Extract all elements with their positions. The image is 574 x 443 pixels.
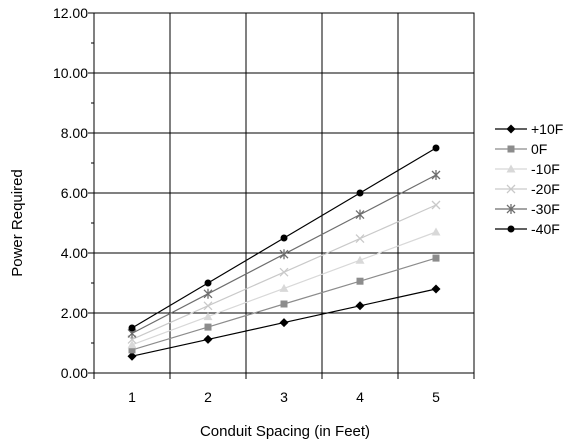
y-tick-label: 4.00 [61, 245, 88, 261]
legend-item: 0F [495, 141, 547, 157]
series-group [127, 144, 441, 361]
data-point [355, 234, 365, 244]
data-point [356, 277, 364, 285]
data-point [355, 255, 365, 264]
x-tick-label: 2 [204, 389, 212, 405]
series-30f [127, 170, 441, 339]
y-axis: 0.00 2.00 4.00 6.00 8.00 10.00 12.00 [53, 5, 94, 381]
series-0f [128, 254, 440, 354]
data-point [279, 318, 289, 328]
data-point [203, 288, 213, 299]
legend-label: 0F [531, 141, 547, 157]
x-axis-title: Conduit Spacing (in Feet) [200, 423, 370, 440]
legend-label: -40F [531, 221, 560, 237]
data-point [431, 284, 441, 294]
data-point [280, 300, 288, 308]
x-tick-label: 4 [356, 389, 364, 405]
y-tick-label: 10.00 [53, 65, 88, 81]
data-point [279, 249, 289, 260]
legend-item: -10F [495, 161, 560, 177]
legend-label: -30F [531, 201, 560, 217]
y-tick-label: 6.00 [61, 185, 88, 201]
data-point [203, 334, 213, 344]
series-20f [127, 200, 441, 344]
legend-label: +10F [531, 121, 563, 137]
data-point [127, 340, 137, 349]
data-point [506, 124, 516, 134]
data-point [431, 170, 441, 180]
data-point [203, 301, 213, 311]
y-tick-label: 2.00 [61, 305, 88, 321]
y-tick-label: 8.00 [61, 125, 88, 141]
legend-item: +10F [495, 121, 563, 137]
data-point [128, 346, 136, 354]
data-point [506, 204, 516, 214]
data-point [203, 312, 213, 321]
data-point [431, 200, 441, 210]
data-point [356, 189, 364, 197]
data-point [432, 144, 440, 152]
data-point [279, 267, 289, 277]
data-point [128, 324, 136, 332]
x-tick-label: 3 [280, 389, 288, 405]
data-point [507, 225, 515, 233]
legend-label: -20F [531, 181, 560, 197]
legend-item: -40F [495, 221, 560, 237]
legend: +10F 0F -10F -20F -30F -40F [495, 121, 563, 237]
x-tick-label: 1 [128, 389, 136, 405]
y-axis-title: Power Required [9, 169, 26, 277]
data-point [432, 254, 440, 262]
data-point [127, 351, 137, 361]
data-point [506, 184, 516, 194]
series-40f [128, 144, 440, 332]
legend-item: -20F [495, 181, 560, 197]
x-tick-label: 5 [432, 389, 440, 405]
data-point [506, 164, 516, 173]
legend-label: -10F [531, 161, 560, 177]
data-point [279, 283, 289, 292]
y-tick-label: 12.00 [53, 5, 88, 21]
series-10f [127, 284, 441, 361]
series-10f [127, 227, 441, 349]
data-point [355, 301, 365, 311]
y-tick-label: 0.00 [61, 365, 88, 381]
data-point [507, 145, 515, 153]
legend-item: -30F [495, 201, 560, 217]
data-point [204, 323, 212, 331]
data-point [204, 279, 212, 287]
data-point [431, 227, 441, 236]
data-point [280, 234, 288, 242]
x-axis: 1 2 3 4 5 [93, 373, 475, 405]
data-point [355, 209, 365, 220]
